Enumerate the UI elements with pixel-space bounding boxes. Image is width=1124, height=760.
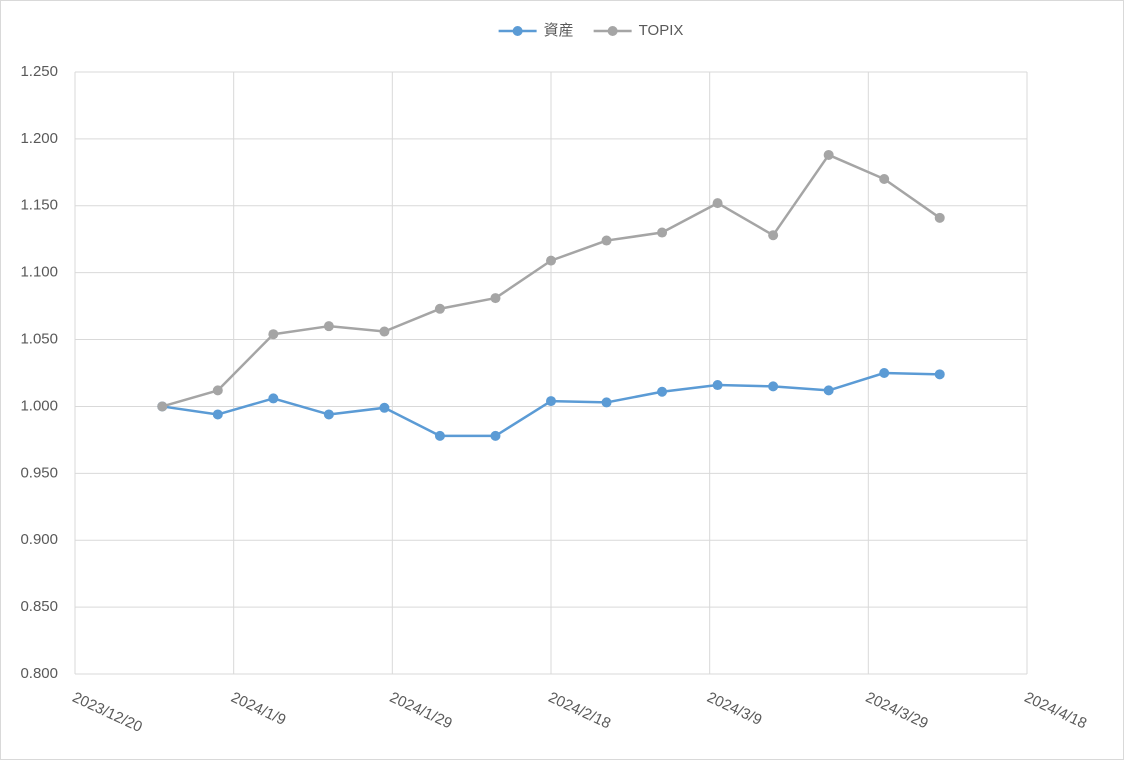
y-tick-label: 1.200: [20, 130, 58, 147]
data-point: [712, 198, 723, 209]
y-tick-label: 0.950: [20, 464, 58, 481]
data-point: [879, 174, 890, 185]
data-point: [657, 386, 668, 397]
data-point: [823, 149, 834, 160]
legend-marker: [512, 26, 523, 36]
data-point: [434, 430, 445, 441]
data-point: [934, 369, 945, 380]
legend-item: TOPIX: [593, 22, 684, 39]
legend-marker: [607, 26, 618, 36]
data-point: [379, 402, 390, 413]
data-point: [490, 430, 501, 441]
y-tick-label: 1.000: [20, 397, 58, 414]
legend: 資産 TOPIX: [498, 22, 684, 39]
y-tick-label: 1.100: [20, 264, 58, 281]
y-tick-label: 0.850: [20, 598, 58, 615]
data-point: [823, 385, 834, 396]
data-point: [601, 235, 612, 246]
y-tick-label: 1.150: [20, 197, 58, 214]
data-point: [546, 255, 556, 266]
y-tick-label: 0.800: [20, 665, 58, 682]
data-point: [601, 397, 612, 408]
data-point: [712, 380, 723, 391]
data-point: [934, 212, 945, 223]
data-point: [768, 381, 779, 392]
data-point: [323, 321, 334, 332]
data-point: [323, 409, 334, 420]
data-point: [879, 368, 890, 378]
data-point: [768, 230, 779, 241]
data-point: [212, 409, 223, 420]
data-point: [268, 329, 279, 340]
data-point: [157, 401, 168, 412]
data-point: [490, 293, 501, 304]
y-tick-label: 0.900: [20, 531, 58, 548]
legend-item: 資産: [498, 22, 574, 39]
y-tick-label: 1.250: [20, 63, 58, 80]
data-point: [546, 396, 556, 407]
data-point: [268, 393, 279, 404]
data-point: [379, 326, 390, 337]
y-tick-label: 1.050: [20, 331, 58, 348]
data-point: [657, 227, 668, 238]
legend-label: TOPIX: [639, 22, 684, 39]
data-point: [212, 385, 223, 396]
data-point: [434, 303, 445, 314]
legend-label: 資産: [544, 22, 574, 39]
